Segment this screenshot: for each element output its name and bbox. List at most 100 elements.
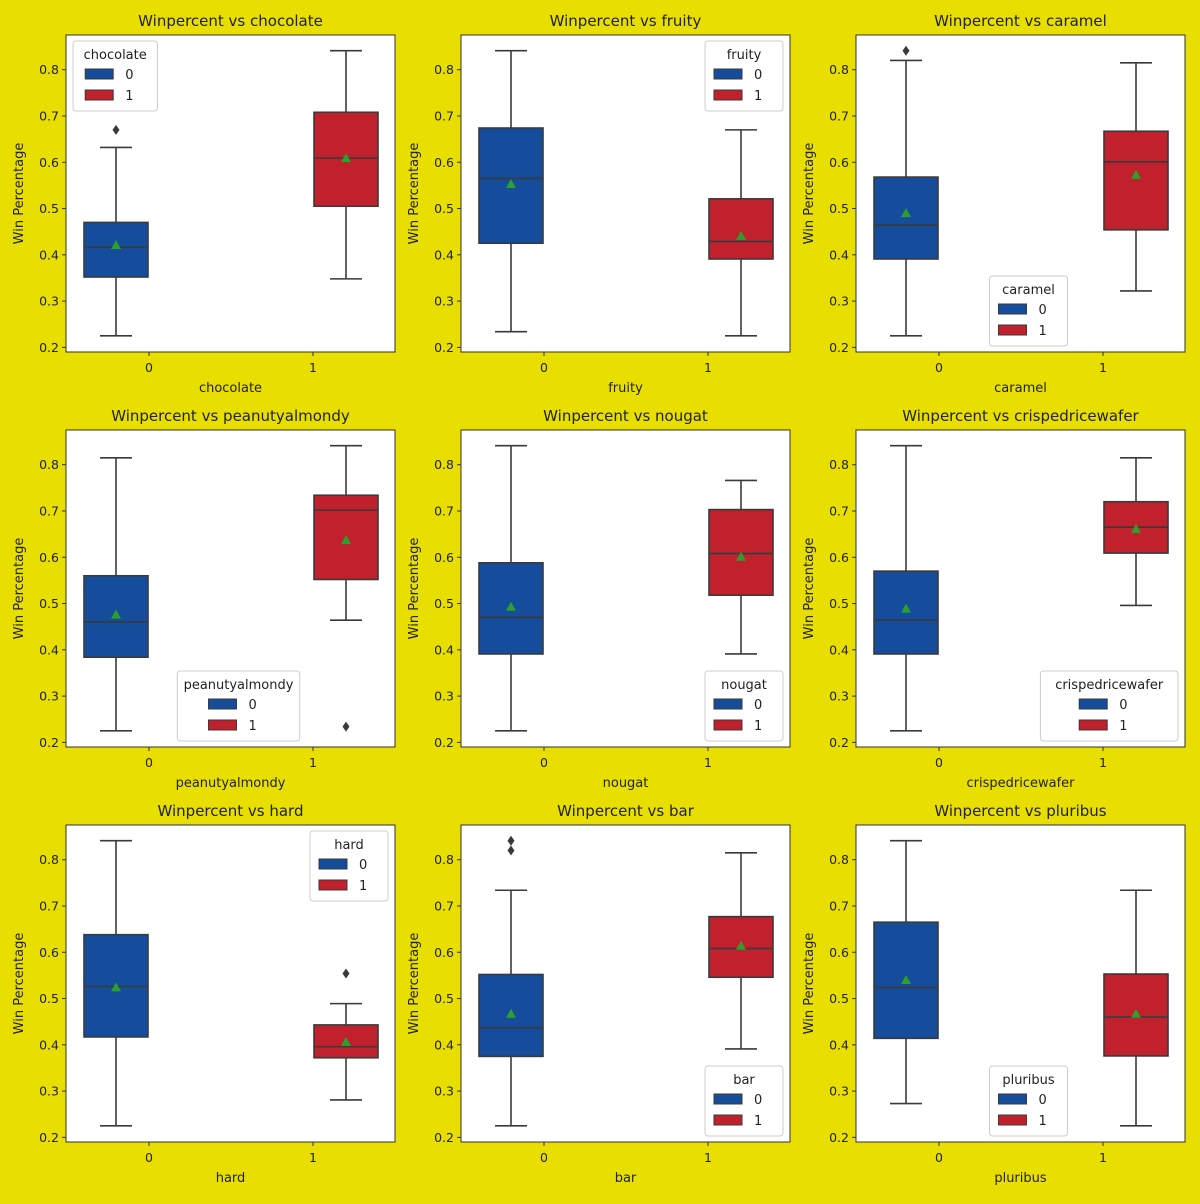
- box-group-0: [478, 49, 544, 333]
- y-tick-label: 0.4: [829, 1037, 849, 1052]
- legend-frame: [176, 670, 301, 742]
- mean-marker: [901, 603, 911, 613]
- legend-label: 0: [125, 68, 133, 83]
- x-tick-label: 0: [145, 755, 153, 770]
- y-tick-label: 0.5: [829, 596, 849, 611]
- y-tick-label: 0.2: [39, 735, 59, 750]
- legend-swatch: [998, 1114, 1027, 1126]
- y-tick-label: 0.5: [434, 596, 454, 611]
- legend-swatch: [318, 879, 348, 891]
- subplot-hard: Winpercent vs hard 0.2 0.3 0.4 0.5 0.6 0.7 0.8 0…: [12, 802, 396, 1186]
- y-tick-label: 0.7: [39, 898, 59, 913]
- y-tick-label: 0.6: [434, 550, 454, 565]
- y-tick-label: 0.5: [829, 201, 849, 216]
- y-tick-label: 0.7: [39, 503, 59, 518]
- legend-title: nougat: [721, 678, 767, 693]
- legend: bar 0 1: [704, 1065, 784, 1137]
- box-group-0: [83, 124, 149, 337]
- y-tick-label: 0.3: [434, 1084, 454, 1099]
- box-iqr: [83, 221, 149, 278]
- legend-swatch: [318, 858, 348, 870]
- y-tick-label: 0.4: [434, 247, 454, 262]
- y-axis-label: Win Percentage: [12, 933, 27, 1035]
- y-tick-label: 0.8: [39, 852, 59, 867]
- box-group-1: [1103, 61, 1169, 292]
- mean-marker: [736, 940, 746, 950]
- x-tick-label: 1: [1099, 755, 1107, 770]
- mean-marker: [1131, 169, 1141, 179]
- legend-label: 1: [1039, 1114, 1047, 1129]
- y-tick-label: 0.2: [434, 735, 454, 750]
- subplot-peanutyalmondy: Winpercent vs peanutyalmondy 0.2 0.3 0.4 0.5…: [12, 407, 396, 791]
- y-tick-label: 0.7: [434, 108, 454, 123]
- legend: peanutyalmondy 0 1: [176, 670, 301, 742]
- legend-label: 1: [754, 719, 762, 734]
- chart-title: Winpercent vs bar: [557, 802, 695, 820]
- chart-title: Winpercent vs chocolate: [138, 12, 323, 30]
- legend: crispedricewafer 0 1: [1039, 670, 1179, 742]
- subplot-caramel: Winpercent vs caramel 0.2 0.3 0.4 0.5 0.6 0.7 0…: [802, 12, 1186, 396]
- legend: caramel 0 1: [989, 275, 1068, 347]
- y-tick-label: 0.5: [434, 991, 454, 1006]
- x-axis-label: caramel: [994, 381, 1047, 396]
- legend-label: 1: [1119, 719, 1127, 734]
- x-tick-label: 0: [935, 755, 943, 770]
- legend-label: 0: [1039, 1093, 1047, 1108]
- y-tick-label: 0.6: [829, 155, 849, 170]
- legend: chocolate 0 1: [72, 40, 158, 112]
- legend-swatch: [713, 1093, 743, 1105]
- y-tick-label: 0.4: [39, 247, 59, 262]
- subplot-nougat: Winpercent vs nougat 0.2 0.3 0.4 0.5 0.6 0.7 0.…: [407, 407, 791, 791]
- y-axis-label: Win Percentage: [12, 143, 27, 245]
- x-axis-label: crispedricewafer: [967, 776, 1076, 791]
- legend-label: 0: [1119, 698, 1127, 713]
- x-axis-label: hard: [216, 1171, 246, 1186]
- box-group-1: [313, 49, 379, 280]
- box-group-0: [83, 456, 149, 732]
- mean-marker: [1131, 524, 1141, 534]
- y-tick-label: 0.6: [434, 945, 454, 960]
- legend-swatch: [713, 68, 743, 80]
- legend-title: bar: [733, 1073, 755, 1088]
- legend-title: chocolate: [84, 48, 147, 63]
- y-axis-label: Win Percentage: [802, 933, 817, 1035]
- box-group-0: [83, 839, 149, 1127]
- y-tick-label: 0.6: [39, 155, 59, 170]
- y-tick-label: 0.4: [829, 247, 849, 262]
- y-tick-label: 0.4: [434, 642, 454, 657]
- legend-swatch: [1078, 698, 1108, 710]
- y-tick-label: 0.5: [39, 596, 59, 611]
- y-tick-label: 0.3: [39, 294, 59, 309]
- y-tick-label: 0.8: [829, 852, 849, 867]
- x-tick-label: 0: [145, 1150, 153, 1165]
- outlier-point: [112, 124, 120, 135]
- y-tick-label: 0.7: [829, 108, 849, 123]
- legend-swatch: [998, 324, 1027, 336]
- x-axis-label: peanutyalmondy: [176, 776, 286, 791]
- box-group-0: [873, 839, 939, 1105]
- legend-title: pluribus: [1002, 1073, 1055, 1088]
- y-tick-label: 0.3: [829, 689, 849, 704]
- mean-marker: [111, 982, 121, 992]
- box-group-1: [1103, 456, 1169, 607]
- y-tick-label: 0.3: [829, 294, 849, 309]
- mean-marker: [506, 1008, 516, 1018]
- chart-title: Winpercent vs hard: [158, 802, 304, 820]
- legend-title: crispedricewafer: [1055, 678, 1164, 693]
- x-tick-label: 1: [704, 755, 712, 770]
- y-tick-label: 0.4: [39, 642, 59, 657]
- y-tick-label: 0.8: [434, 852, 454, 867]
- legend-swatch: [998, 1093, 1027, 1105]
- y-tick-label: 0.8: [39, 62, 59, 77]
- box-group-0: [478, 835, 544, 1127]
- mean-marker: [341, 153, 351, 163]
- y-axis-label: Win Percentage: [802, 538, 817, 640]
- x-tick-label: 1: [309, 755, 317, 770]
- y-tick-label: 0.5: [829, 991, 849, 1006]
- x-tick-label: 1: [1099, 1150, 1107, 1165]
- legend-title: fruity: [727, 48, 762, 63]
- y-tick-label: 0.5: [434, 201, 454, 216]
- outlier-point: [507, 835, 515, 846]
